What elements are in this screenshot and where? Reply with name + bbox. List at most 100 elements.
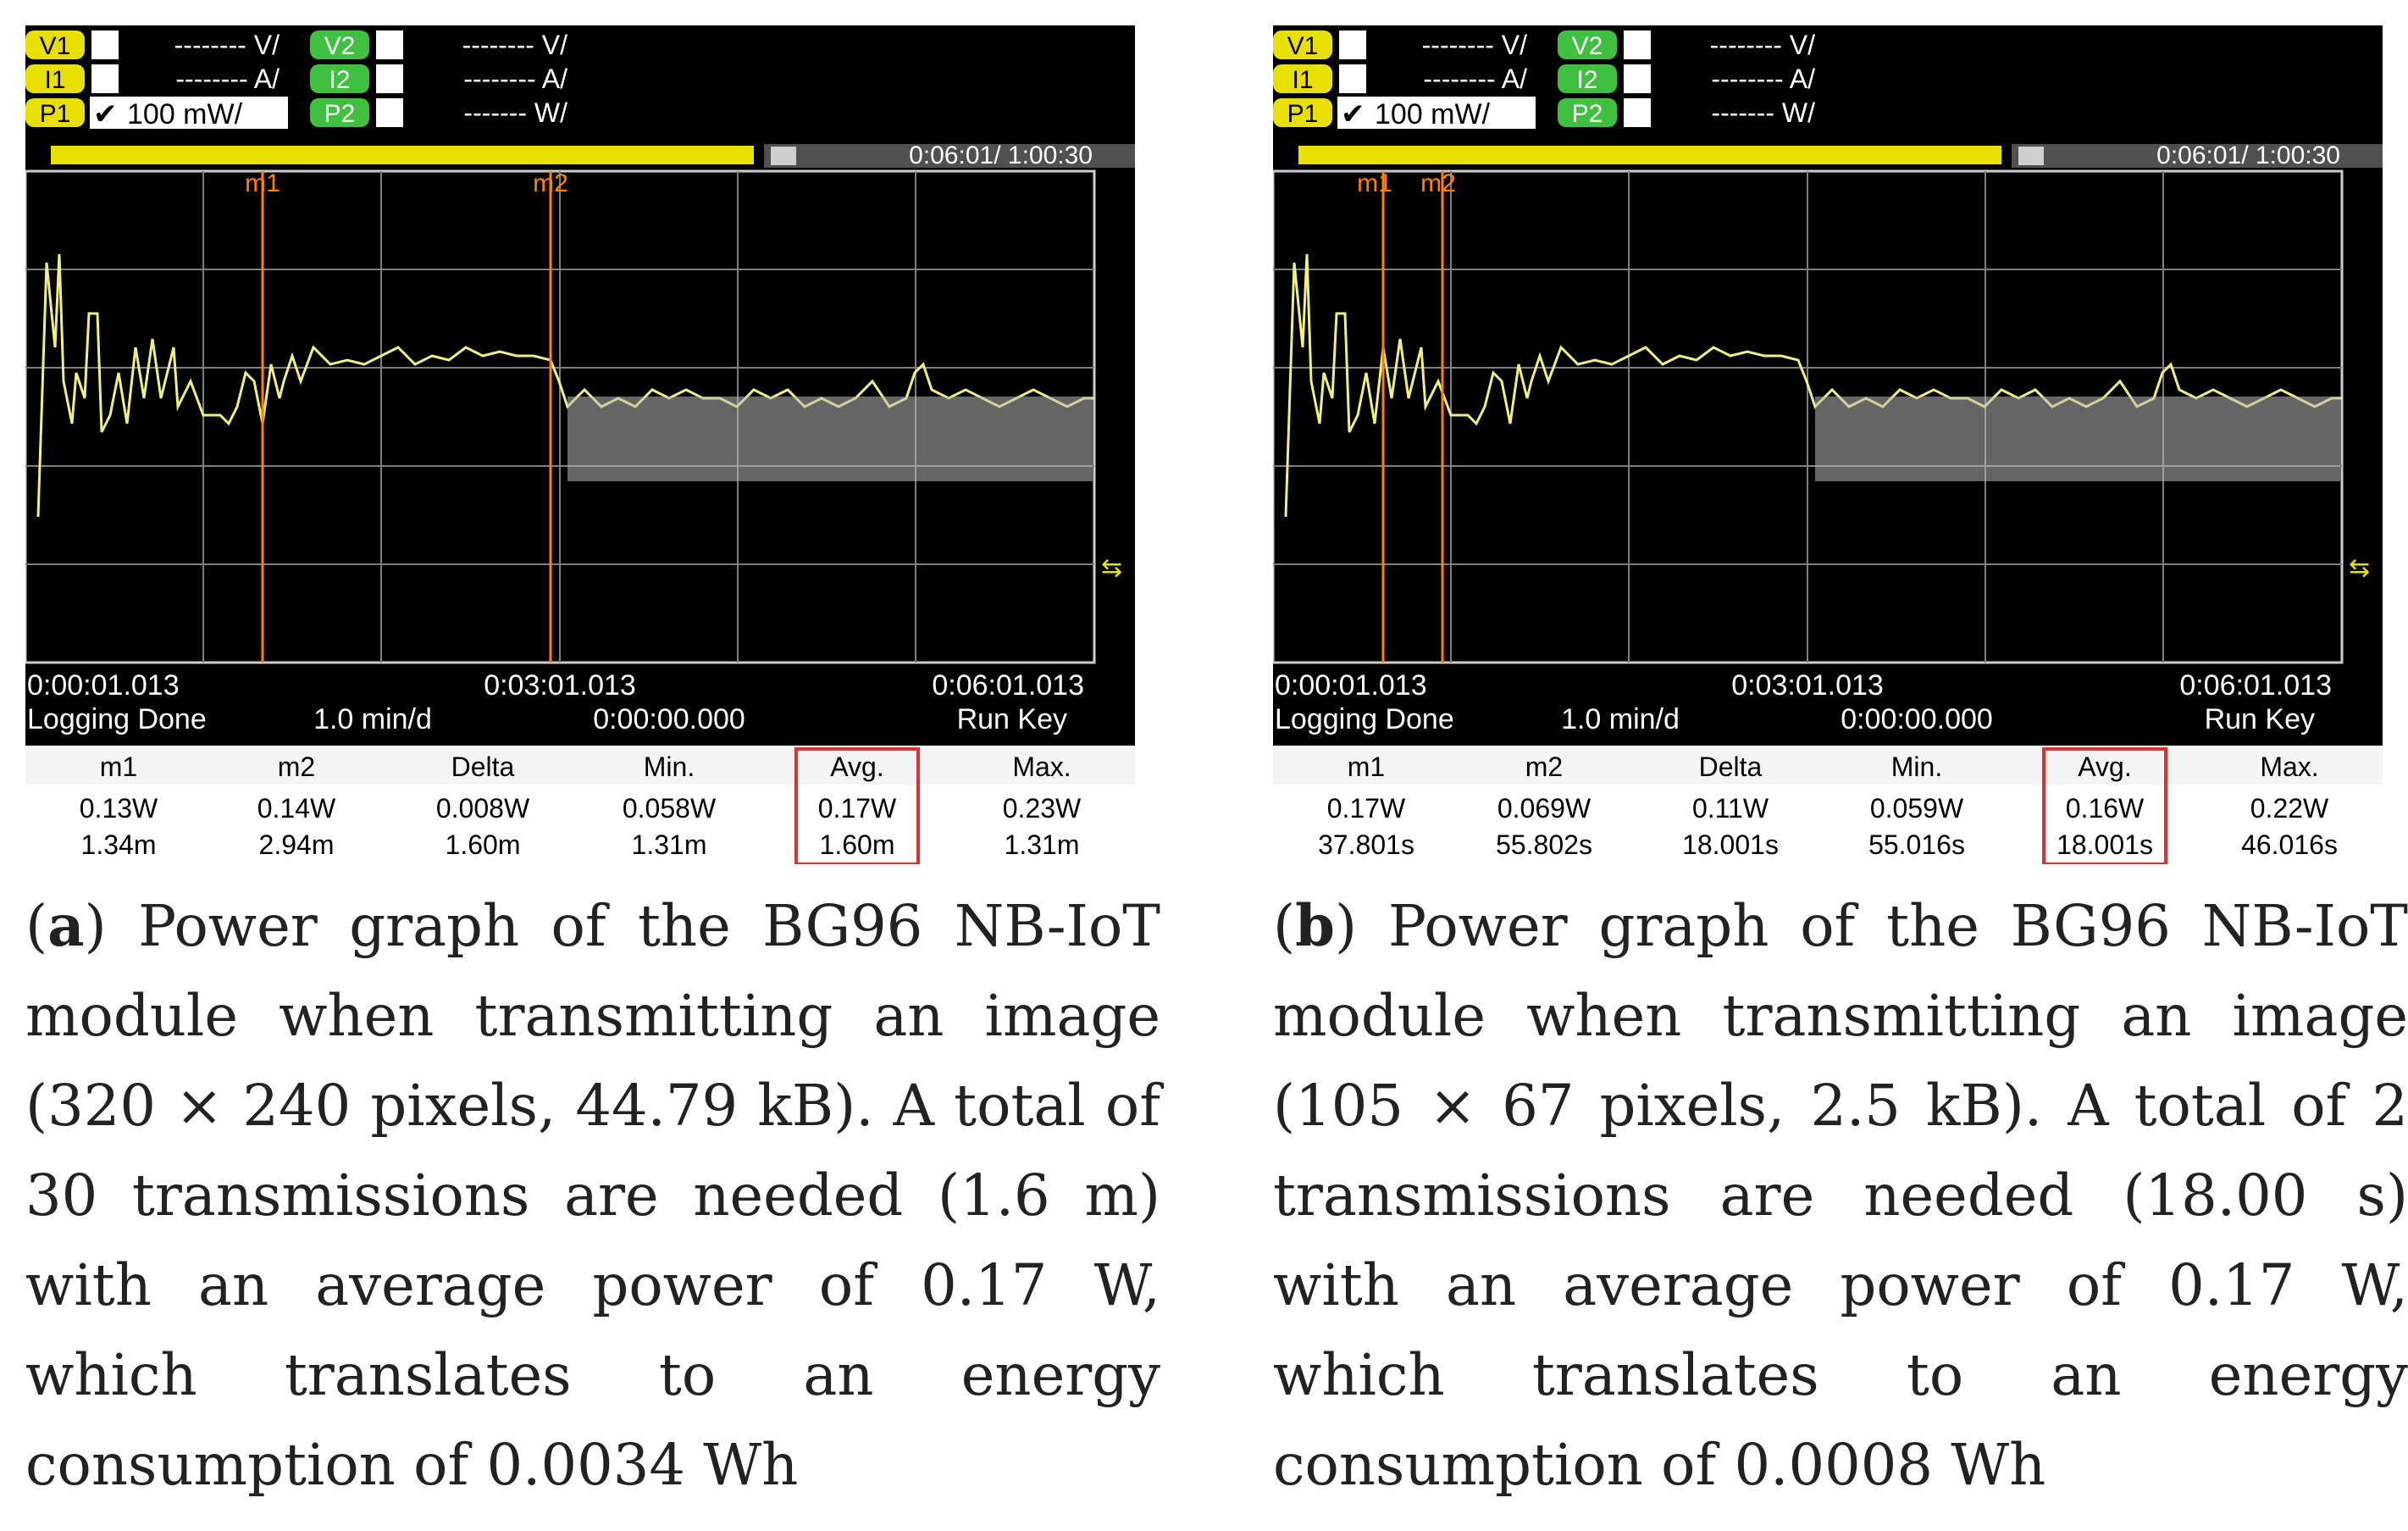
channel-i2-value: -------- A/ bbox=[1711, 64, 1815, 94]
channel-v1-badge[interactable]: V1 bbox=[1273, 31, 1332, 60]
left-time: 0:00:01.013 bbox=[1275, 669, 1427, 702]
stats-cell: 55.016s bbox=[1868, 829, 1965, 860]
channel-p2-badge[interactable]: P2 bbox=[1558, 98, 1617, 128]
stats-cell: 0.22W bbox=[2250, 793, 2329, 824]
mid-time: 0:03:01.013 bbox=[484, 669, 636, 702]
svg-text:P1: P1 bbox=[1287, 100, 1319, 128]
channel-v1-checkbox[interactable] bbox=[1339, 31, 1366, 59]
offset-text: 0:00:00.000 bbox=[1841, 703, 1993, 735]
channel-i2-checkbox[interactable] bbox=[376, 64, 403, 93]
log-progress-bar[interactable] bbox=[51, 146, 754, 164]
stats-header: Avg. bbox=[2078, 752, 2131, 782]
stats-cell: 0.11W bbox=[1692, 793, 1769, 824]
stats-header: Min. bbox=[1891, 752, 1942, 782]
run-key[interactable]: Run Key bbox=[2205, 703, 2315, 735]
scroll-right-icon[interactable]: ⇆ bbox=[1101, 554, 1122, 582]
channel-v1-checkbox[interactable] bbox=[91, 31, 119, 59]
channel-i1-value: -------- A/ bbox=[1423, 64, 1527, 94]
status-text: Logging Done bbox=[1275, 703, 1454, 735]
stats-header: Avg. bbox=[830, 752, 883, 782]
channel-i1-checkbox[interactable] bbox=[91, 64, 119, 93]
channel-v2-checkbox[interactable] bbox=[376, 31, 403, 59]
checkmark-icon: ✔ bbox=[1341, 98, 1365, 130]
stats-cell: 1.60m bbox=[820, 829, 895, 860]
svg-text:P2: P2 bbox=[1572, 100, 1603, 128]
trace-fill bbox=[1815, 397, 2340, 481]
scope-screen-a: V1 -------- V/ I1 -------- A/ P1 ✔ 100 m… bbox=[25, 25, 1135, 864]
scope-screen-b: V1 -------- V/ I1 -------- A/ P1 ✔ 100 m… bbox=[1273, 25, 2383, 864]
channel-v2-checkbox[interactable] bbox=[1624, 31, 1651, 59]
svg-text:m1: m1 bbox=[1357, 169, 1392, 197]
svg-text:m2: m2 bbox=[1420, 169, 1456, 197]
scale-text: 1.0 min/d bbox=[313, 703, 432, 735]
channel-v2-badge[interactable]: V2 bbox=[1558, 31, 1617, 60]
channel-p1-field[interactable] bbox=[90, 97, 288, 129]
channel-v1-badge[interactable]: V1 bbox=[25, 31, 85, 60]
stats-header: Min. bbox=[644, 752, 695, 782]
left-time: 0:00:01.013 bbox=[27, 669, 180, 702]
channel-p1-value: 100 mW/ bbox=[127, 98, 243, 130]
svg-text:P1: P1 bbox=[40, 100, 71, 128]
channel-i1-badge[interactable]: I1 bbox=[25, 64, 85, 94]
stats-cell: 46.016s bbox=[2241, 829, 2338, 860]
log-progress-bar[interactable] bbox=[1298, 146, 2001, 164]
status-text: Logging Done bbox=[27, 703, 207, 735]
time-readout: 0:06:01/ 1:00:30 bbox=[2156, 141, 2340, 169]
channel-p1-badge[interactable]: P1 bbox=[1273, 98, 1332, 128]
marker-m1[interactable]: m1 bbox=[245, 169, 280, 663]
stats-header: m2 bbox=[1525, 752, 1563, 782]
channel-i2-checkbox[interactable] bbox=[1624, 64, 1651, 93]
channel-i1-checkbox[interactable] bbox=[1339, 64, 1366, 93]
stats-header: Delta bbox=[1699, 752, 1763, 782]
channel-v1-value: -------- V/ bbox=[174, 30, 280, 60]
time-scrollbar[interactable] bbox=[764, 144, 1135, 168]
stats-cell: 18.001s bbox=[1682, 829, 1779, 860]
offset-text: 0:00:00.000 bbox=[593, 703, 745, 735]
stats-cell: 0.17W bbox=[1327, 793, 1406, 824]
stats-cell: 1.34m bbox=[81, 829, 157, 860]
stats-cell: 0.14W bbox=[257, 793, 336, 824]
stats-cell: 55.802s bbox=[1496, 829, 1592, 860]
stats-cell: 0.008W bbox=[436, 793, 530, 824]
caption-b: (b) Power graph of the BG96 NB-IoT modul… bbox=[1273, 892, 2408, 1498]
scope-panel-a: V1 -------- V/ I1 -------- A/ P1 ✔ 100 m… bbox=[25, 25, 1135, 864]
stats-header: m1 bbox=[1348, 752, 1385, 782]
marker-m2[interactable]: m2 bbox=[1420, 169, 1456, 663]
channel-i1-value: -------- A/ bbox=[175, 64, 280, 94]
caption-letter: a bbox=[47, 892, 85, 959]
channel-v2-value: -------- V/ bbox=[1710, 30, 1815, 60]
svg-text:I1: I1 bbox=[44, 66, 65, 94]
svg-text:m1: m1 bbox=[245, 169, 280, 197]
channel-i1-badge[interactable]: I1 bbox=[1273, 64, 1332, 94]
stats-cell: 0.16W bbox=[2066, 793, 2145, 824]
time-scrollbar-thumb[interactable] bbox=[771, 147, 796, 165]
channel-p2-checkbox[interactable] bbox=[1624, 98, 1651, 127]
caption-text: ) Power graph of the BG96 NB-IoT module … bbox=[1273, 893, 2408, 1498]
time-readout: 0:06:01/ 1:00:30 bbox=[909, 141, 1093, 169]
marker-m2[interactable]: m2 bbox=[533, 169, 568, 663]
stats-cell: 18.001s bbox=[2056, 829, 2153, 860]
run-key[interactable]: Run Key bbox=[957, 703, 1067, 735]
channel-i2-badge[interactable]: I2 bbox=[310, 64, 369, 94]
stats-cell: 2.94m bbox=[259, 829, 335, 860]
channel-p2-checkbox[interactable] bbox=[376, 98, 403, 127]
stats-cell: 0.17W bbox=[818, 793, 897, 824]
time-scrollbar[interactable] bbox=[2012, 144, 2383, 168]
channel-i2-badge[interactable]: I2 bbox=[1558, 64, 1617, 94]
svg-text:V1: V1 bbox=[1287, 32, 1319, 60]
time-scrollbar-thumb[interactable] bbox=[2018, 147, 2044, 165]
svg-text:V2: V2 bbox=[1572, 32, 1603, 60]
channel-p2-badge[interactable]: P2 bbox=[310, 98, 369, 128]
stats-header: Max. bbox=[2260, 752, 2318, 782]
scroll-right-icon[interactable]: ⇆ bbox=[2349, 554, 2370, 582]
grid bbox=[1273, 171, 2342, 663]
channel-p1-field[interactable] bbox=[1337, 97, 1536, 129]
channel-v2-value: -------- V/ bbox=[462, 30, 567, 60]
channel-p1-badge[interactable]: P1 bbox=[25, 98, 85, 128]
channel-v2-badge[interactable]: V2 bbox=[310, 31, 369, 60]
marker-m1[interactable]: m1 bbox=[1357, 169, 1392, 663]
svg-text:I1: I1 bbox=[1292, 66, 1313, 94]
scale-text: 1.0 min/d bbox=[1561, 703, 1680, 735]
stats-header: Delta bbox=[451, 752, 515, 782]
mid-time: 0:03:01.013 bbox=[1731, 669, 1884, 702]
